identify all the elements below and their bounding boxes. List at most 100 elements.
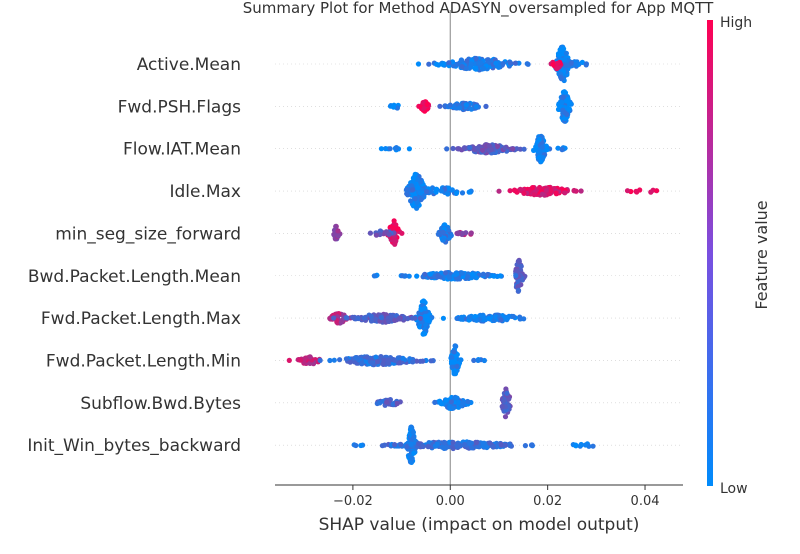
shap-point: [539, 191, 546, 197]
shap-point: [409, 455, 415, 461]
shap-point: [525, 61, 531, 67]
shap-point: [654, 188, 660, 194]
shap-point: [461, 145, 468, 151]
shap-point: [450, 439, 456, 446]
shap-point: [369, 360, 375, 366]
shap-point: [410, 429, 416, 435]
colorbar: [707, 20, 713, 486]
shap-point: [423, 188, 430, 195]
shap-point: [459, 270, 465, 276]
shap-point: [331, 232, 337, 238]
shap-point: [426, 61, 432, 67]
shap-point: [355, 315, 361, 322]
shap-point: [450, 363, 456, 370]
shap-point: [451, 371, 457, 377]
shap-point: [481, 357, 487, 364]
shap-point: [529, 442, 535, 448]
shap-point: [433, 186, 439, 192]
shap-point: [410, 359, 416, 365]
shap-point: [478, 60, 484, 66]
shap-point: [385, 357, 391, 363]
shap-point: [440, 229, 446, 235]
shap-point: [564, 98, 570, 104]
shap-point: [364, 354, 370, 360]
shap-point: [529, 185, 536, 191]
shap-point: [387, 146, 393, 152]
shap-point: [516, 287, 522, 294]
shap-point: [410, 434, 417, 440]
shap-point: [378, 314, 385, 321]
shap-point: [537, 184, 543, 191]
feature-label: Active.Mean: [137, 55, 241, 75]
shap-point: [406, 273, 412, 279]
shap-point: [422, 305, 428, 311]
shap-point: [374, 359, 380, 365]
shap-point: [427, 271, 433, 277]
feature-label: Flow.IAT.Mean: [123, 140, 241, 160]
shap-point: [451, 349, 457, 355]
shap-point: [633, 188, 639, 194]
shap-point: [533, 144, 539, 150]
shap-point: [498, 442, 505, 448]
shap-point: [395, 226, 401, 232]
shap-point: [420, 443, 426, 450]
shap-point: [404, 191, 410, 197]
chart-title: Summary Plot for Method ADASYN_oversampl…: [243, 0, 714, 18]
shap-point: [394, 105, 400, 111]
shap-point: [455, 399, 462, 405]
shap-point: [522, 443, 529, 449]
shap-point: [471, 357, 477, 363]
shap-point: [566, 106, 572, 112]
shap-point: [624, 188, 631, 194]
shap-point: [452, 343, 458, 349]
shap-point: [578, 188, 584, 194]
shap-point: [414, 205, 420, 211]
shap-point: [404, 444, 410, 450]
shap-point: [455, 230, 462, 236]
shap-point: [559, 99, 565, 105]
shap-point: [516, 259, 522, 265]
shap-point: [502, 442, 508, 448]
shap-point: [297, 357, 303, 363]
shap-point: [392, 237, 398, 243]
shap-point: [414, 358, 420, 364]
shap-point: [475, 145, 481, 151]
shap-point: [517, 146, 524, 152]
shap-point: [503, 315, 509, 321]
shap-point: [373, 232, 379, 238]
shap-point: [353, 355, 359, 361]
shap-point: [444, 146, 450, 152]
shap-point: [432, 443, 438, 449]
shap-point: [361, 315, 367, 321]
shap-point: [421, 298, 427, 304]
shap-point: [415, 61, 422, 67]
shap-point: [437, 103, 443, 109]
shap-point: [380, 361, 386, 367]
shap-point: [480, 271, 486, 277]
shap-point: [446, 60, 452, 66]
shap-point: [554, 60, 561, 67]
shap-point: [459, 64, 465, 70]
shap-point: [435, 272, 441, 279]
x-tick-label: 0.00: [436, 494, 465, 509]
shap-point: [335, 228, 341, 234]
shap-point: [446, 404, 453, 410]
shap-point: [513, 273, 519, 279]
shap-point: [504, 390, 510, 396]
shap-point: [368, 318, 374, 324]
shap-point: [450, 63, 457, 69]
shap-point: [450, 445, 456, 452]
shap-point: [414, 273, 420, 279]
shap-point: [499, 403, 505, 410]
shap-point: [446, 275, 453, 281]
shap-point: [372, 316, 378, 322]
shap-point: [384, 399, 390, 405]
shap-point: [469, 445, 475, 451]
shap-point: [583, 61, 590, 67]
shap-point: [498, 317, 504, 323]
shap-point: [429, 185, 436, 191]
shap-point: [648, 189, 654, 195]
feature-labels: Active.Mean Fwd.PSH.Flags Flow.IAT.Mean Idl…: [27, 55, 241, 456]
shap-point: [493, 60, 499, 66]
